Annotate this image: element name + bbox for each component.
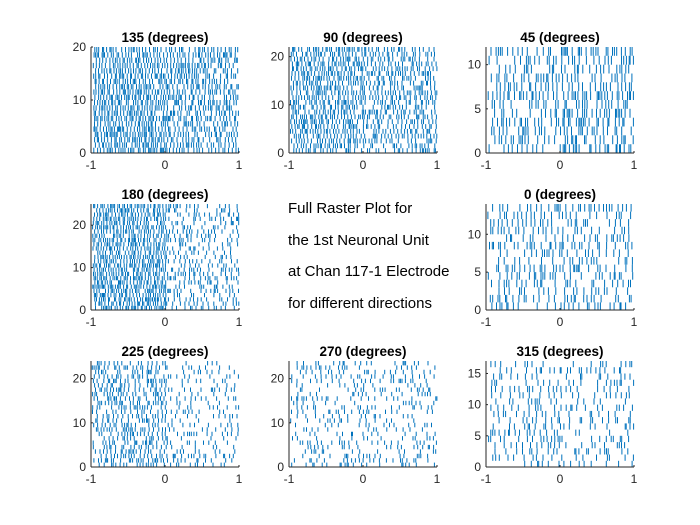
x-tick-label: -1 bbox=[481, 315, 492, 329]
x-tick-label: 0 bbox=[162, 472, 169, 486]
x-tick-label: 0 bbox=[360, 158, 367, 172]
spike-group bbox=[487, 47, 634, 153]
spike-group bbox=[92, 204, 240, 310]
y-tick-label: 0 bbox=[474, 303, 481, 317]
y-tick-label: 10 bbox=[271, 98, 285, 112]
x-tick-label: 1 bbox=[236, 315, 243, 329]
y-tick-label: 20 bbox=[73, 218, 87, 232]
y-tick-label: 10 bbox=[73, 416, 87, 430]
x-tick-label: 1 bbox=[434, 158, 441, 172]
x-tick-label: 0 bbox=[162, 158, 169, 172]
panel-title: 90 (degrees) bbox=[323, 30, 403, 45]
panel-title: 45 (degrees) bbox=[520, 30, 600, 45]
y-tick-label: 10 bbox=[73, 93, 87, 107]
x-tick-label: -1 bbox=[86, 158, 97, 172]
x-tick-label: -1 bbox=[86, 472, 97, 486]
panel-title: 225 (degrees) bbox=[121, 344, 208, 359]
y-tick-label: 20 bbox=[73, 372, 87, 386]
y-tick-label: 0 bbox=[474, 146, 481, 160]
panel-title: 0 (degrees) bbox=[524, 187, 596, 202]
spike-group bbox=[290, 361, 438, 467]
y-tick-label: 10 bbox=[468, 58, 482, 72]
x-tick-label: 0 bbox=[557, 158, 564, 172]
y-tick-label: 5 bbox=[474, 265, 481, 279]
x-tick-label: 0 bbox=[162, 315, 169, 329]
y-tick-label: 0 bbox=[79, 146, 86, 160]
spike-group bbox=[92, 47, 239, 153]
y-tick-label: 0 bbox=[277, 146, 284, 160]
x-tick-label: -1 bbox=[284, 158, 295, 172]
spike-group bbox=[290, 47, 438, 153]
panel-title: 180 (degrees) bbox=[121, 187, 208, 202]
spike-group bbox=[91, 361, 240, 467]
spike-group bbox=[487, 204, 634, 310]
y-tick-label: 10 bbox=[73, 261, 87, 275]
x-tick-label: 1 bbox=[236, 472, 243, 486]
panel-title: 135 (degrees) bbox=[121, 30, 208, 45]
x-tick-label: -1 bbox=[481, 158, 492, 172]
y-tick-label: 20 bbox=[271, 50, 285, 64]
y-tick-label: 10 bbox=[468, 227, 482, 241]
x-tick-label: 1 bbox=[631, 315, 638, 329]
y-tick-label: 20 bbox=[73, 40, 87, 54]
y-tick-label: 0 bbox=[79, 303, 86, 317]
x-tick-label: 1 bbox=[631, 158, 638, 172]
x-tick-label: -1 bbox=[86, 315, 97, 329]
x-tick-label: 0 bbox=[557, 315, 564, 329]
y-tick-label: 0 bbox=[79, 460, 86, 474]
y-tick-label: 5 bbox=[474, 102, 481, 116]
x-tick-label: 1 bbox=[236, 158, 243, 172]
